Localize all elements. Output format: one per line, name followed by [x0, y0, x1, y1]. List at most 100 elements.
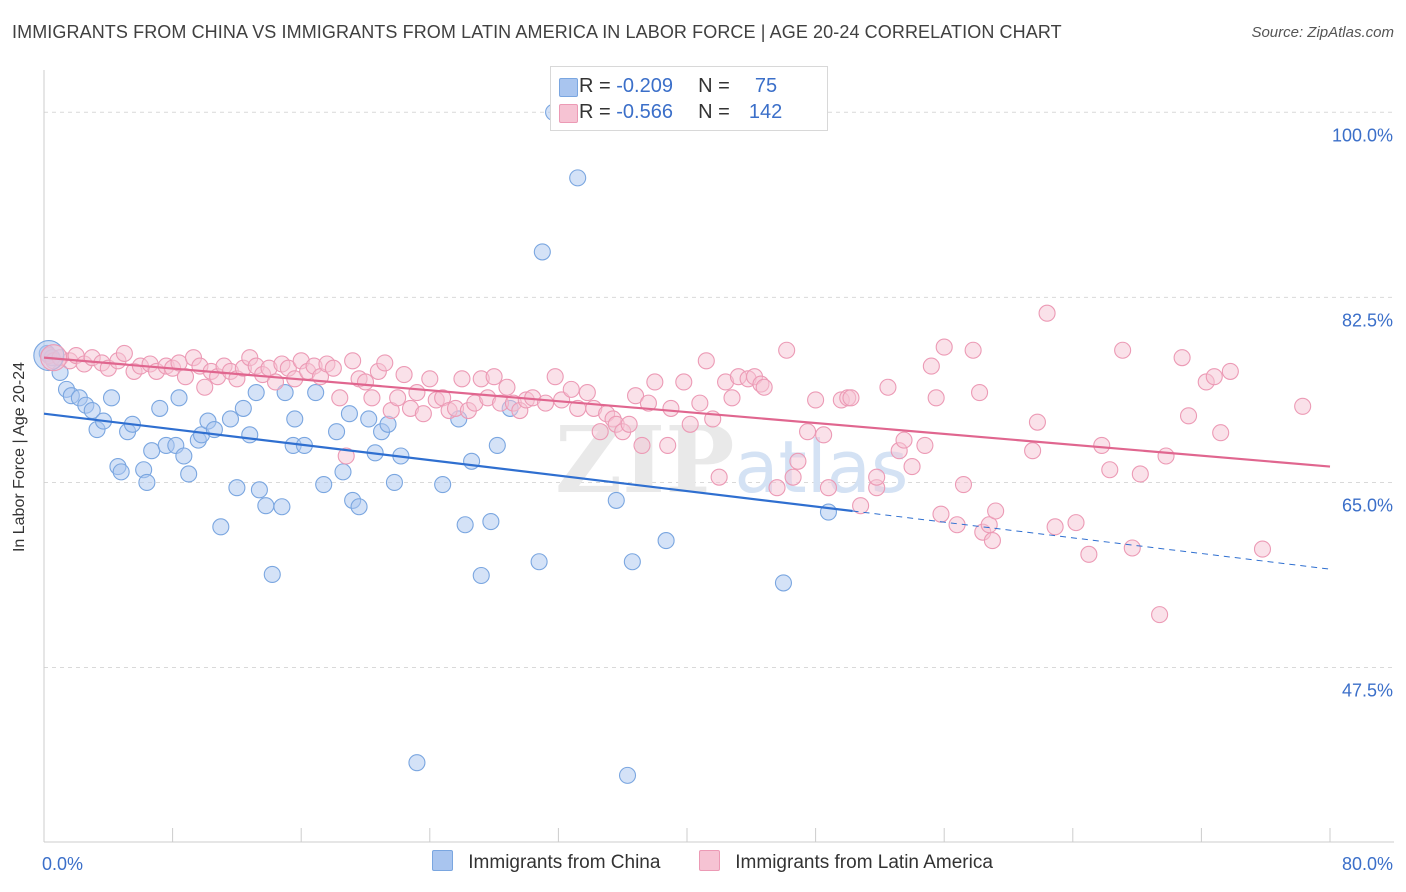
china-point: [273, 498, 291, 516]
latin-america-point: [1093, 436, 1111, 454]
china-point: [234, 399, 252, 417]
x-tick-label: 80.0%: [1342, 854, 1393, 874]
latin-america-trend-line: [43, 356, 1331, 468]
china-point: [263, 565, 281, 583]
bottom-legend-swatch-china: [432, 850, 453, 871]
latin-america-point: [983, 532, 1001, 550]
axes-layer: [43, 70, 1394, 843]
legend-r-value-china: -0.209: [616, 75, 673, 97]
y-tick-label: 47.5%: [1342, 681, 1393, 701]
china-point: [607, 491, 625, 509]
latin-america-point: [1080, 545, 1098, 563]
china-trend-line: [43, 412, 853, 513]
latin-america-point: [903, 458, 921, 476]
china-point: [482, 513, 500, 531]
china-point: [360, 410, 378, 428]
latin-america-point: [646, 373, 664, 391]
latin-america-point: [324, 359, 342, 377]
china-point: [657, 532, 675, 550]
latin-america-point: [922, 357, 940, 375]
legend-r-value-latin-america: -0.566: [616, 101, 673, 123]
latin-america-point: [363, 389, 381, 407]
latin-america-point: [987, 502, 1005, 520]
latin-america-point: [196, 378, 214, 396]
latin-america-point: [498, 378, 516, 396]
latin-america-point: [421, 370, 439, 388]
bottom-legend-china: Immigrants from China: [432, 850, 660, 878]
china-point: [257, 497, 275, 515]
latin-america-point: [1101, 461, 1119, 479]
latin-america-point: [562, 380, 580, 398]
latin-america-point: [1151, 606, 1169, 624]
latin-america-point: [376, 354, 394, 372]
latin-america-point: [1123, 539, 1141, 557]
latin-america-point: [639, 394, 657, 412]
latin-america-point: [807, 391, 825, 409]
latin-america-point: [453, 370, 471, 388]
latin-america-point: [789, 452, 807, 470]
china-point: [315, 476, 333, 494]
chart-title: IMMIGRANTS FROM CHINA VS IMMIGRANTS FROM…: [12, 22, 1062, 42]
latin-america-point: [675, 373, 693, 391]
latin-america-point: [1067, 514, 1085, 532]
latin-america-point: [1173, 349, 1191, 367]
china-point: [276, 383, 294, 402]
china-point: [774, 574, 793, 592]
latin-america-point: [1253, 540, 1272, 558]
china-point: [221, 410, 240, 428]
china-point: [623, 553, 641, 571]
latin-america-point: [337, 447, 355, 465]
y-tick-label: 100.0%: [1332, 125, 1393, 145]
latin-america-point: [1131, 465, 1149, 483]
latin-america-point: [1221, 362, 1239, 380]
latin-america-point: [819, 479, 838, 497]
latin-america-point: [1046, 518, 1064, 536]
china-point: [456, 516, 474, 534]
latin-america-point: [389, 389, 407, 407]
latin-america-point: [1157, 447, 1175, 465]
latin-america-point: [799, 423, 817, 441]
latin-america-point: [1024, 442, 1042, 460]
legend-n-value-china: 75: [754, 75, 778, 97]
china-point: [175, 447, 193, 465]
latin-america-point: [408, 383, 426, 402]
latin-america-point: [932, 505, 950, 523]
latin-america-point: [784, 468, 802, 486]
x-tick-label: 0.0%: [42, 854, 83, 874]
china-point: [530, 553, 548, 571]
latin-america-point: [1179, 407, 1198, 425]
latin-america-point: [536, 394, 555, 412]
china-point: [112, 463, 130, 481]
latin-america-point: [778, 341, 796, 359]
latin-america-point: [1038, 304, 1056, 322]
china-point: [102, 389, 121, 407]
latin-america-point: [1114, 341, 1132, 359]
china-point: [286, 410, 304, 428]
series-latin-america-points: [33, 304, 1312, 624]
china-point: [170, 389, 188, 407]
latin-america-point: [662, 399, 680, 417]
latin-america-point: [964, 341, 982, 359]
y-tick-label: 82.5%: [1342, 310, 1393, 330]
legend-r-label: R =: [579, 101, 611, 123]
latin-america-point: [633, 436, 651, 454]
china-point: [334, 463, 352, 481]
latin-america-point: [852, 497, 870, 515]
latin-america-point: [659, 436, 677, 454]
china-point: [533, 243, 551, 261]
latin-america-point: [842, 389, 860, 407]
legend-swatch-china: [559, 78, 578, 97]
china-point: [618, 766, 637, 784]
china-point: [385, 473, 403, 491]
legend-n-label: N =: [698, 75, 730, 97]
legend-row-latin-america: R = -0.566 N = 142: [559, 101, 782, 125]
china-point: [138, 473, 156, 491]
latin-america-point: [935, 338, 953, 356]
latin-america-point: [868, 468, 886, 486]
china-point: [569, 169, 587, 187]
latin-america-point: [768, 479, 786, 497]
china-point: [328, 423, 346, 441]
china-point: [241, 426, 259, 444]
legend-swatch-latin-america: [559, 104, 578, 123]
china-point: [472, 566, 490, 585]
